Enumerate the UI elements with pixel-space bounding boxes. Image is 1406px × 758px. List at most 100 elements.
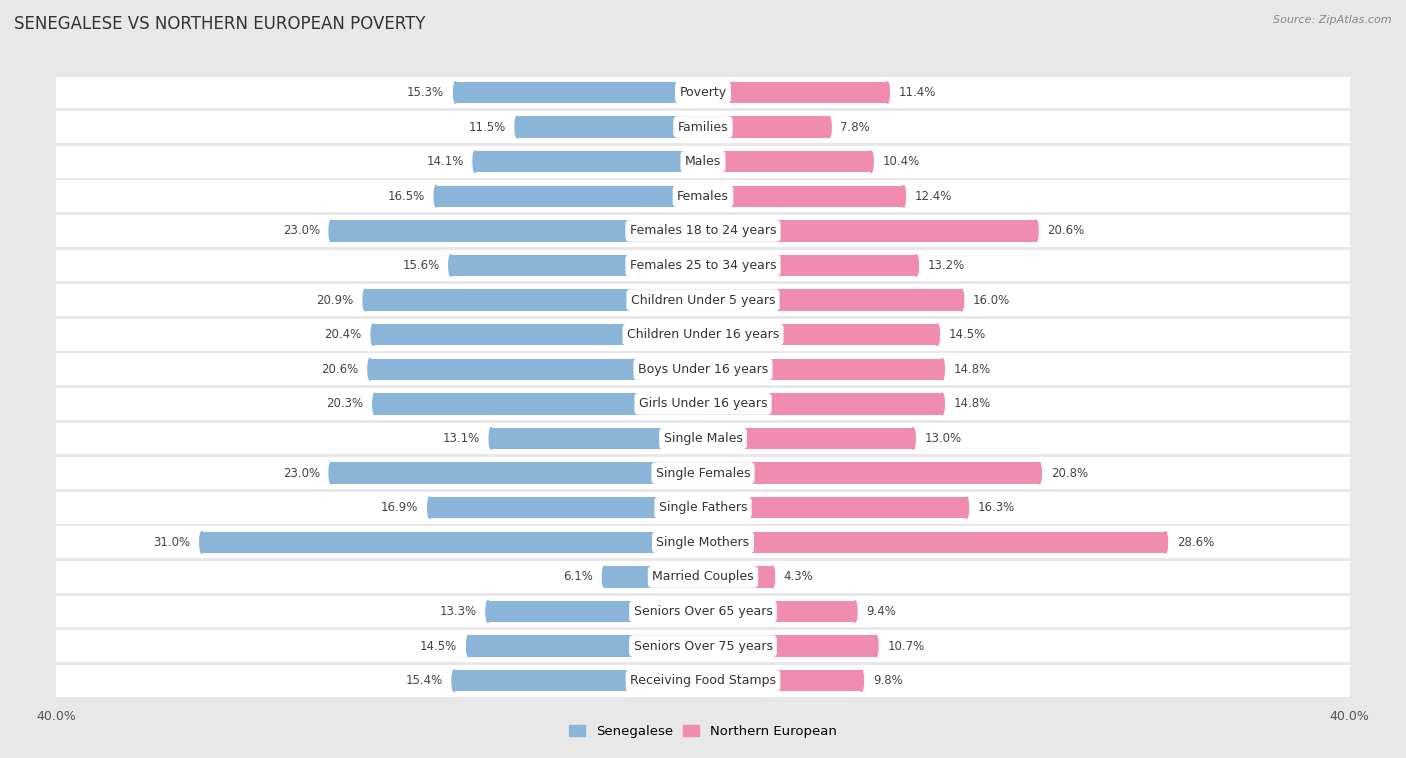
Bar [703,393,942,415]
Ellipse shape [200,531,204,553]
Text: 15.6%: 15.6% [402,259,440,272]
Bar [703,151,872,172]
Bar [703,497,966,518]
Bar [454,670,703,691]
Text: 13.1%: 13.1% [443,432,479,445]
Bar [468,635,703,657]
Bar [703,186,904,207]
Ellipse shape [472,151,477,172]
Text: 28.6%: 28.6% [1177,536,1213,549]
Ellipse shape [911,428,915,449]
Ellipse shape [368,359,373,380]
Bar [703,255,917,276]
Ellipse shape [935,324,939,346]
Text: 31.0%: 31.0% [153,536,190,549]
Bar [488,601,703,622]
FancyBboxPatch shape [41,457,1367,489]
Bar [703,601,855,622]
Ellipse shape [859,670,863,691]
Ellipse shape [869,151,873,172]
Text: 14.5%: 14.5% [420,640,457,653]
Text: Families: Families [678,121,728,133]
Text: Seniors Over 75 years: Seniors Over 75 years [634,640,772,653]
Ellipse shape [371,324,375,346]
Ellipse shape [914,255,918,276]
Text: 14.8%: 14.8% [953,363,991,376]
Text: 20.6%: 20.6% [1047,224,1084,237]
FancyBboxPatch shape [41,215,1367,247]
Text: Single Males: Single Males [664,432,742,445]
FancyBboxPatch shape [41,630,1367,662]
Ellipse shape [454,82,457,103]
Ellipse shape [373,393,377,415]
Bar [703,324,938,346]
Text: 10.4%: 10.4% [883,155,920,168]
Ellipse shape [875,635,877,657]
FancyBboxPatch shape [41,77,1367,108]
Text: Source: ZipAtlas.com: Source: ZipAtlas.com [1274,15,1392,25]
Bar [202,531,703,553]
Legend: Senegalese, Northern European: Senegalese, Northern European [564,719,842,743]
Ellipse shape [1038,462,1042,484]
Text: 23.0%: 23.0% [283,467,319,480]
Text: 14.8%: 14.8% [953,397,991,410]
Text: Poverty: Poverty [679,86,727,99]
Text: Receiving Food Stamps: Receiving Food Stamps [630,674,776,688]
Text: 11.5%: 11.5% [468,121,506,133]
Text: 12.4%: 12.4% [915,190,952,202]
Text: 16.9%: 16.9% [381,501,419,514]
Text: 20.8%: 20.8% [1050,467,1088,480]
FancyBboxPatch shape [41,111,1367,143]
Text: 14.5%: 14.5% [949,328,986,341]
Text: 20.4%: 20.4% [325,328,361,341]
Text: Children Under 5 years: Children Under 5 years [631,293,775,306]
Ellipse shape [901,186,905,207]
Ellipse shape [1163,531,1167,553]
Text: Single Fathers: Single Fathers [659,501,747,514]
Bar [366,290,703,311]
Text: 13.0%: 13.0% [925,432,962,445]
Ellipse shape [853,601,858,622]
Ellipse shape [960,290,963,311]
Text: 7.8%: 7.8% [841,121,870,133]
Text: 15.4%: 15.4% [405,674,443,688]
FancyBboxPatch shape [41,526,1367,558]
Bar [703,566,772,587]
Ellipse shape [427,497,432,518]
Text: Children Under 16 years: Children Under 16 years [627,328,779,341]
Text: 13.3%: 13.3% [440,605,477,618]
Ellipse shape [329,462,333,484]
Bar [436,186,703,207]
Bar [703,635,876,657]
Ellipse shape [467,635,471,657]
Bar [491,428,703,449]
FancyBboxPatch shape [41,319,1367,351]
FancyBboxPatch shape [41,665,1367,697]
Ellipse shape [965,497,969,518]
Ellipse shape [363,290,367,311]
Bar [703,220,1036,242]
Text: 14.1%: 14.1% [426,155,464,168]
Text: 16.0%: 16.0% [973,293,1011,306]
FancyBboxPatch shape [41,422,1367,454]
Bar [332,462,703,484]
Text: SENEGALESE VS NORTHERN EUROPEAN POVERTY: SENEGALESE VS NORTHERN EUROPEAN POVERTY [14,15,426,33]
Ellipse shape [451,670,456,691]
Text: Females: Females [678,190,728,202]
Text: 6.1%: 6.1% [564,571,593,584]
Bar [703,670,862,691]
Ellipse shape [449,255,453,276]
Ellipse shape [602,566,606,587]
Text: Boys Under 16 years: Boys Under 16 years [638,363,768,376]
Bar [475,151,703,172]
Bar [373,324,703,346]
Ellipse shape [434,186,439,207]
Text: Males: Males [685,155,721,168]
Text: Females 25 to 34 years: Females 25 to 34 years [630,259,776,272]
Text: Females 18 to 24 years: Females 18 to 24 years [630,224,776,237]
Ellipse shape [329,220,333,242]
Bar [703,462,1039,484]
Ellipse shape [886,82,890,103]
Ellipse shape [489,428,494,449]
Bar [703,82,887,103]
